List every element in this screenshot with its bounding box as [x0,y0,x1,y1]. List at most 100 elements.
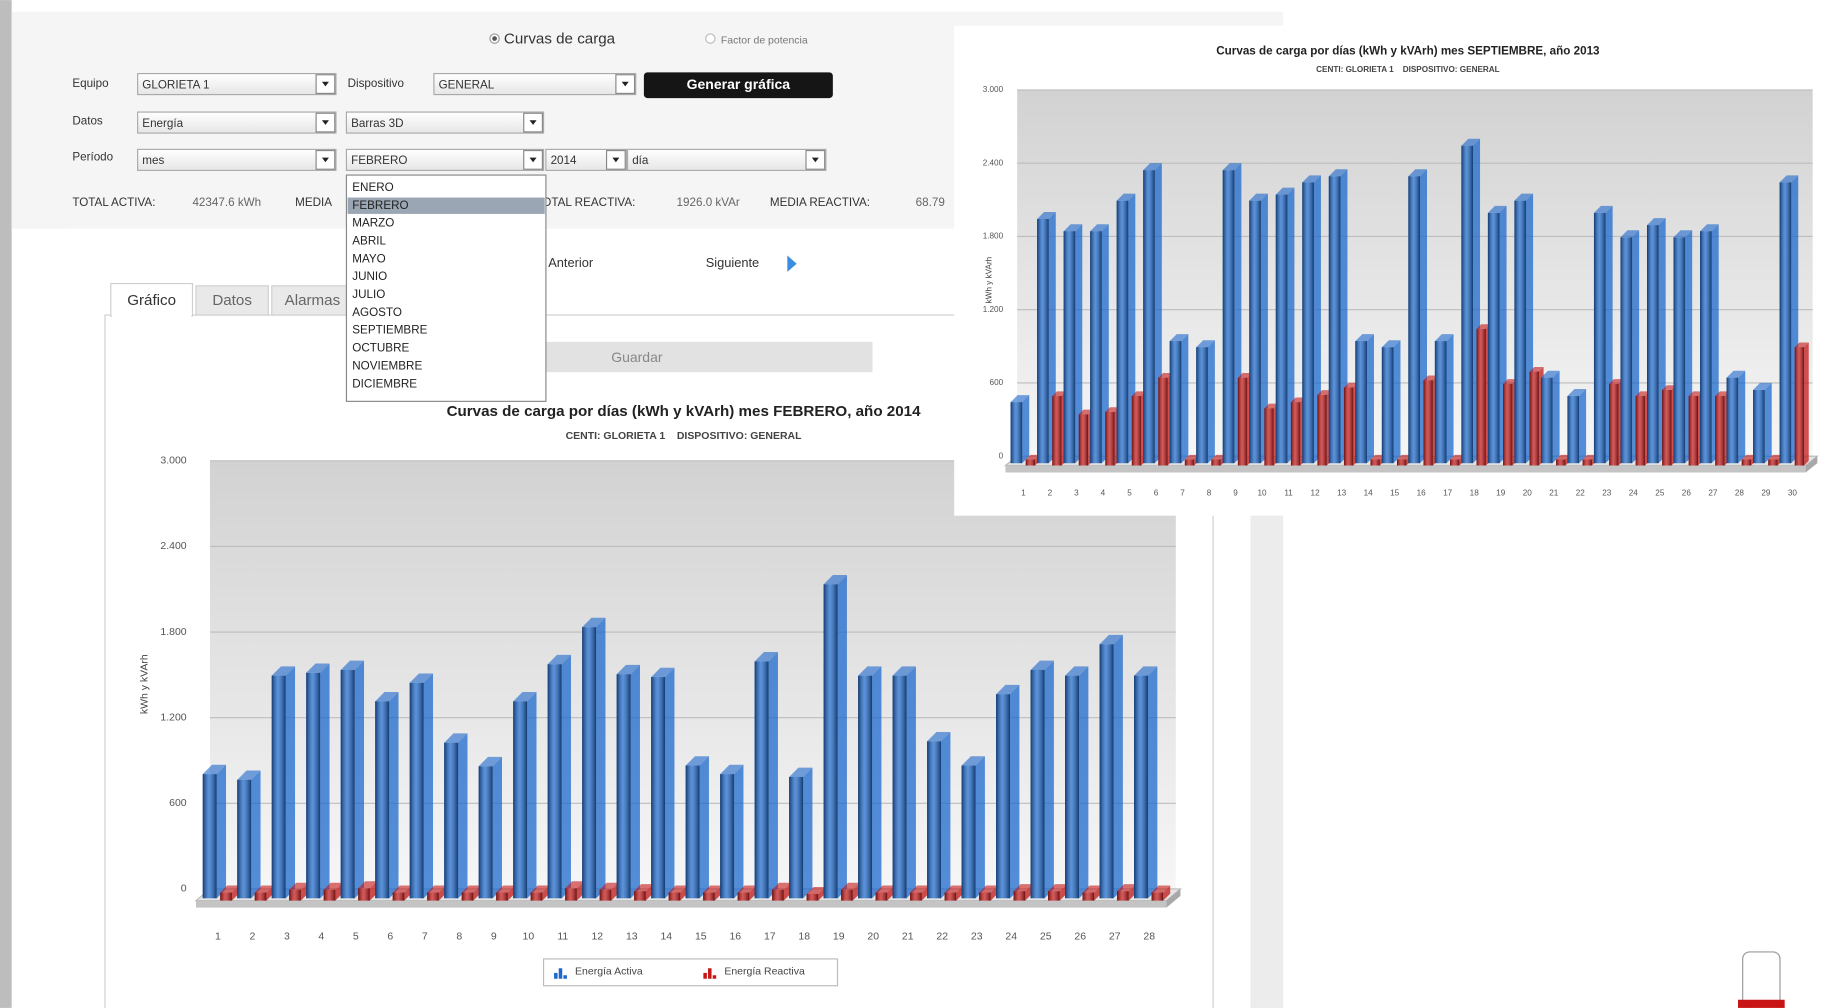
dropdown-item[interactable]: DICIEMBRE [352,377,417,390]
corner-icon[interactable] [1742,951,1781,1008]
select[interactable] [137,111,337,134]
bar-top [1249,193,1268,201]
x-tick-label: 24 [1005,932,1017,943]
dropdown-item[interactable]: OCTUBRE [352,342,409,355]
bar-shine [375,701,390,899]
bar-shine [1396,459,1407,466]
floor-edge [1005,465,1806,473]
legend-icon[interactable] [712,975,717,979]
nav-next[interactable]: Siguiente [706,255,760,270]
select[interactable] [345,148,545,171]
bar-shine [789,776,804,899]
select[interactable] [345,111,545,134]
select-arrow[interactable] [529,157,537,163]
bar-side [576,881,584,901]
dropdown-item[interactable]: ABRIL [352,235,386,248]
bar-shine [651,677,666,899]
bar-top [1779,175,1799,183]
radio[interactable] [705,33,716,44]
bar-top [720,764,744,775]
select-value[interactable]: GENERAL [439,78,495,91]
bar-shine [547,664,562,899]
select-arrow[interactable] [621,81,629,87]
radio-label[interactable]: Curvas de carga [504,31,616,48]
select[interactable] [137,72,337,96]
legend-label[interactable]: Energía Reactiva [724,967,805,978]
save-label[interactable]: Guardar [611,349,663,365]
select[interactable] [626,148,827,171]
x-tick-label: 4 [318,932,324,943]
generate-button[interactable] [643,72,833,99]
select[interactable] [433,72,637,96]
tab-label[interactable]: Datos [212,292,252,309]
bar-shine [289,889,301,901]
select-arrow[interactable] [529,120,537,125]
tab-label[interactable]: Alarmas [285,292,341,309]
legend-label[interactable]: Energía Activa [575,967,643,978]
dropdown-item[interactable]: AGOSTO [352,306,402,319]
legend-icon[interactable] [708,968,712,979]
x-tick-label: 27 [1708,489,1718,498]
bar-shine [1741,459,1752,466]
bar-top [1646,218,1666,226]
bar-side [458,733,468,899]
select-value[interactable]: Energía [142,117,183,130]
select[interactable] [137,148,337,171]
dropdown-item[interactable]: MARZO [352,217,394,230]
bar-side [561,654,571,899]
bar-top [1503,379,1518,384]
dropdown-item[interactable]: JULIO [352,288,385,301]
select-arrow[interactable] [811,157,819,163]
dropdown-item[interactable]: JUNIO [352,270,387,283]
radio-label[interactable]: Factor de potencia [721,36,808,47]
bar-shine [703,892,715,901]
select-arrow[interactable] [321,81,329,87]
select-arrow[interactable] [321,157,329,163]
bar-top [1302,175,1321,183]
legend-icon[interactable] [703,972,707,979]
select-value[interactable]: Barras 3D [351,117,403,130]
select-value[interactable]: día [632,154,649,167]
legend-icon[interactable] [563,975,567,979]
bar-shine [737,892,750,901]
select-value[interactable]: GLORIETA 1 [142,78,209,91]
bar-side [1025,884,1033,901]
bar-top [616,664,640,675]
dropdown-item[interactable]: NOVIEMBRE [352,359,422,372]
legend-icon[interactable] [558,968,563,979]
bar-top [1052,391,1067,397]
bar-top [202,764,227,775]
bar-shine [392,892,405,901]
dropdown-item[interactable]: FEBRERO [352,199,408,212]
bar-top [1131,391,1146,397]
button-label[interactable]: Generar gráfica [687,76,791,92]
bar-top [1514,193,1534,201]
save-button[interactable] [519,341,873,373]
bar-side [1075,224,1083,464]
dropdown-item[interactable]: SEPTIEMBRE [352,324,427,337]
bar-shine [1065,675,1080,899]
select-value[interactable]: 2014 [551,154,577,167]
select-arrow[interactable] [321,120,329,125]
tab[interactable] [195,285,269,316]
bar-side [734,764,744,899]
dropdown-item[interactable]: ENERO [352,181,393,194]
bar-top [358,881,377,889]
tab[interactable] [271,285,355,316]
nav-previous[interactable]: Anterior [548,255,594,270]
dropdown-item[interactable]: MAYO [352,252,385,265]
bar-side [1079,666,1089,899]
select-value[interactable]: mes [142,154,164,167]
x-tick-label: 28 [1143,932,1155,943]
bar-top [1662,385,1677,390]
bar-shine [1355,341,1367,464]
select-arrow[interactable] [612,157,620,163]
next-arrow[interactable] [787,255,797,272]
legend-icon[interactable] [554,972,558,979]
tab-active[interactable] [110,282,194,317]
bar-side [507,885,515,901]
x-tick-label: 28 [1735,489,1745,498]
select-value[interactable]: FEBRERO [351,154,407,167]
bar-side [872,666,882,899]
tab-label[interactable]: Gráfico [127,292,176,309]
